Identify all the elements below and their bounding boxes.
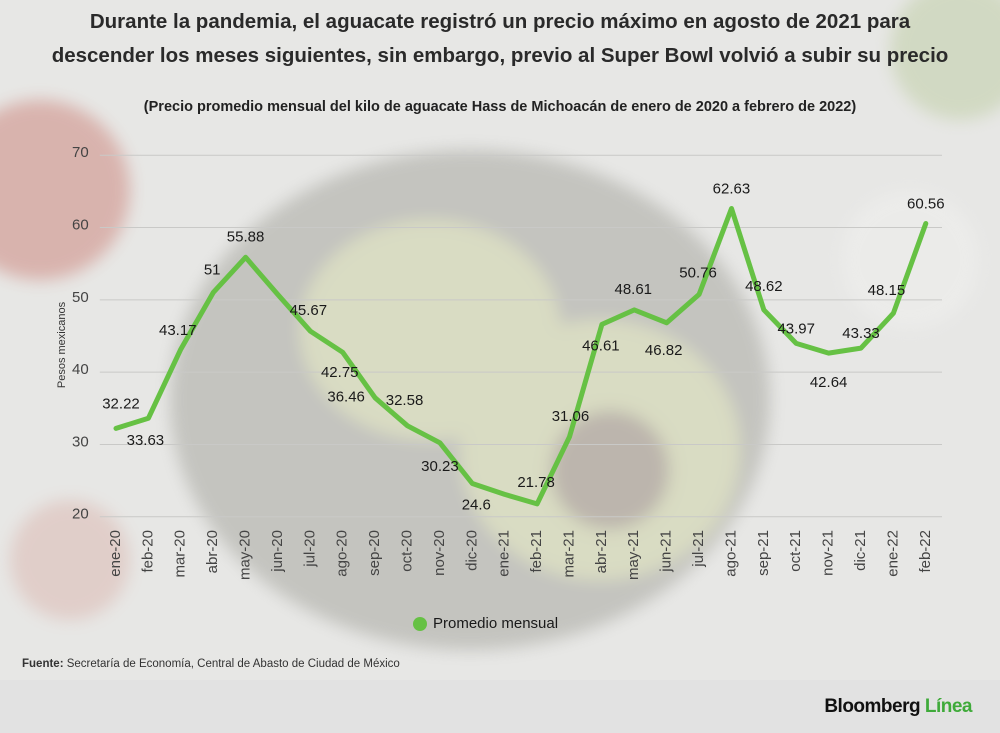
data-label: 46.82 [645, 342, 683, 359]
x-tick-label: may-20 [237, 530, 254, 580]
x-tick-label: ago-20 [334, 530, 351, 577]
x-tick-label: sep-21 [755, 530, 772, 576]
data-label: 50.76 [679, 264, 717, 281]
y-axis-title: Pesos mexicanos [56, 301, 68, 388]
data-label: 51 [204, 262, 221, 279]
legend-label: Promedio mensual [433, 615, 558, 632]
data-label: 55.88 [227, 228, 265, 245]
data-label: 42.64 [810, 374, 848, 391]
x-tick-label: feb-21 [528, 530, 545, 573]
data-label: 46.61 [582, 337, 620, 354]
x-tick-label: mar-20 [172, 530, 189, 578]
data-label: 42.75 [321, 364, 359, 381]
y-tick-label: 40 [72, 361, 89, 378]
y-tick-label: 50 [72, 289, 89, 306]
y-tick-label: 30 [72, 433, 89, 450]
brand-name: Bloomberg [824, 696, 921, 717]
data-label: 32.22 [102, 395, 140, 412]
data-label: 30.23 [421, 458, 459, 475]
data-label: 43.17 [159, 322, 197, 339]
data-label: 48.62 [745, 278, 783, 295]
x-tick-label: jul-20 [301, 530, 318, 568]
x-tick-label: feb-22 [917, 530, 934, 573]
brand: Bloomberg Línea [824, 696, 972, 718]
x-tick-label: ene-20 [107, 530, 124, 577]
source-text: Secretaría de Economía, Central de Abast… [66, 658, 400, 670]
data-label: 21.78 [517, 474, 555, 491]
x-tick-label: dic-20 [463, 530, 480, 571]
data-label: 45.67 [290, 302, 328, 319]
chart: Pesos mexicanos 20 30 40 50 60 70 ene-20 feb-20… [56, 144, 945, 632]
x-tick-label: dic-21 [852, 530, 869, 571]
line [113, 206, 929, 507]
legend-marker [413, 617, 427, 631]
title-line: descender los meses siguientes, sin emba… [51, 44, 949, 67]
title-line: Durante la pandemia, el aguacate registr… [89, 10, 911, 33]
brand-accent: Línea [924, 696, 973, 717]
y-tick-label: 70 [72, 144, 89, 161]
x-tick-label: ene-22 [884, 530, 901, 577]
x-tick-label: oct-20 [398, 530, 415, 572]
data-label: 36.46 [327, 389, 365, 406]
x-tick-label: jun-20 [269, 530, 286, 573]
data-label: 32.58 [386, 392, 424, 409]
data-label: 31.06 [552, 408, 590, 425]
x-tick-label: jul-21 [690, 530, 707, 568]
x-tick-label: nov-20 [431, 530, 448, 576]
x-tick-label: feb-20 [139, 530, 156, 573]
x-tick-label: ene-21 [496, 530, 513, 577]
source: Fuente: Secretaría de Economía, Central … [22, 658, 400, 670]
data-label: 43.33 [842, 325, 880, 342]
data-label: 24.6 [462, 496, 491, 513]
y-tick-label: 60 [72, 217, 89, 234]
x-tick-label: ago-21 [722, 530, 739, 577]
data-label: 43.97 [777, 320, 815, 337]
data-label: 60.56 [907, 195, 945, 212]
source-label: Fuente: [22, 658, 64, 670]
footer: Bloomberg Línea [0, 680, 1000, 733]
x-tick-label: mar-21 [560, 530, 577, 578]
x-tick-label: jun-21 [658, 530, 675, 573]
data-label: 48.15 [868, 282, 906, 299]
x-tick-label: abr-21 [593, 530, 610, 573]
subtitle: (Precio promedio mensual del kilo de agu… [143, 99, 857, 115]
y-tick-label: 20 [72, 506, 89, 523]
x-tick-label: abr-20 [204, 530, 221, 573]
x-tick-label: sep-20 [366, 530, 383, 576]
x-tick-label: nov-21 [820, 530, 837, 576]
x-tick-label: oct-21 [787, 530, 804, 572]
data-label: 48.61 [614, 281, 652, 298]
data-label: 33.63 [127, 432, 165, 449]
x-tick-label: may-21 [625, 530, 642, 580]
data-label: 62.63 [713, 180, 751, 197]
